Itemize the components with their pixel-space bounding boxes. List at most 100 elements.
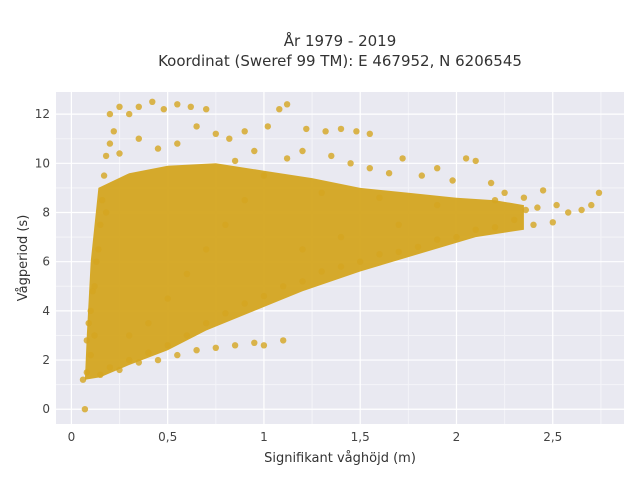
data-point [145,320,152,327]
x-tick-label: 1,5 [351,430,370,444]
data-point [395,248,402,256]
data-point [91,283,98,290]
data-point [434,236,441,243]
data-point [318,189,325,196]
data-point [511,216,518,224]
data-point [126,332,133,339]
data-point [203,246,210,253]
data-point [85,320,92,327]
data-point [116,150,123,157]
data-point [145,349,152,356]
data-point [491,197,499,204]
data-point [222,310,229,317]
data-point [126,110,133,118]
data-point [174,140,181,147]
data-point [520,194,528,201]
y-tick-label: 6 [42,255,50,269]
y-tick-label: 8 [42,206,50,220]
data-point [203,320,210,327]
data-point [187,103,194,111]
data-point [116,366,123,374]
data-point [376,251,383,258]
data-point [183,270,191,278]
data-point [91,332,98,339]
data-point [87,351,94,359]
data-point [280,283,287,290]
data-point [588,201,595,209]
x-tick-labels: 0 0,5 1 1,5 2 2,5 [68,430,563,444]
data-point [135,103,142,111]
data-point [453,233,460,241]
data-point [264,123,271,130]
chart-title: År 1979 - 2019 [284,31,397,50]
data-point [106,110,114,118]
data-point [491,224,499,231]
data-point [522,206,529,214]
scatter-points [79,98,603,413]
data-point [418,172,425,179]
data-point [79,376,87,383]
data-point [414,243,422,251]
data-point [299,147,306,155]
data-point [357,258,364,265]
data-point [251,147,258,155]
y-tick-labels: 0 2 4 6 8 10 12 [35,107,50,416]
data-point [280,337,287,344]
data-point [353,128,360,135]
y-tick-label: 0 [42,402,50,416]
y-tick-label: 2 [42,353,50,367]
data-point [251,339,258,346]
data-point [260,172,268,179]
data-point [81,406,89,413]
data-point [487,179,495,187]
data-point [102,152,110,160]
data-point [399,155,406,162]
y-axis-title: Vågperiod (s) [16,215,31,302]
data-point [231,342,239,349]
data-point [276,106,283,113]
dense-region [84,163,524,380]
data-point [337,263,345,270]
data-point [366,165,373,172]
data-point [322,128,329,135]
data-point [241,128,248,135]
data-point [299,278,306,285]
data-point [160,106,167,113]
data-point [93,258,100,265]
data-point [553,201,560,209]
y-tick-label: 12 [35,107,50,121]
data-point [501,189,508,196]
data-point [595,189,603,196]
data-point [539,187,547,194]
data-point [434,201,441,209]
data-point [99,197,106,204]
data-point [106,364,114,371]
data-point [100,172,108,179]
data-point [83,369,91,376]
x-tick-label: 0,5 [158,430,177,444]
x-tick-label: 2 [453,430,461,444]
dense-point-cloud [84,163,524,380]
data-point [565,209,572,216]
data-point [110,128,118,135]
data-point [212,130,219,137]
x-tick-label: 2,5 [543,430,562,444]
y-tick-label: 10 [35,156,50,170]
data-point [87,307,94,315]
data-point [102,209,110,216]
data-point [174,351,181,359]
data-point [299,246,306,253]
data-point [164,295,171,302]
x-axis-title: Signifikant våghöjd (m) [264,451,416,466]
data-point [95,246,102,253]
data-point [472,157,479,165]
data-point [260,342,268,349]
data-point [116,103,123,111]
data-point [183,332,191,339]
data-point [222,221,229,228]
data-point [193,123,200,130]
data-point [530,221,537,228]
data-point [303,125,310,133]
data-point [164,342,171,349]
